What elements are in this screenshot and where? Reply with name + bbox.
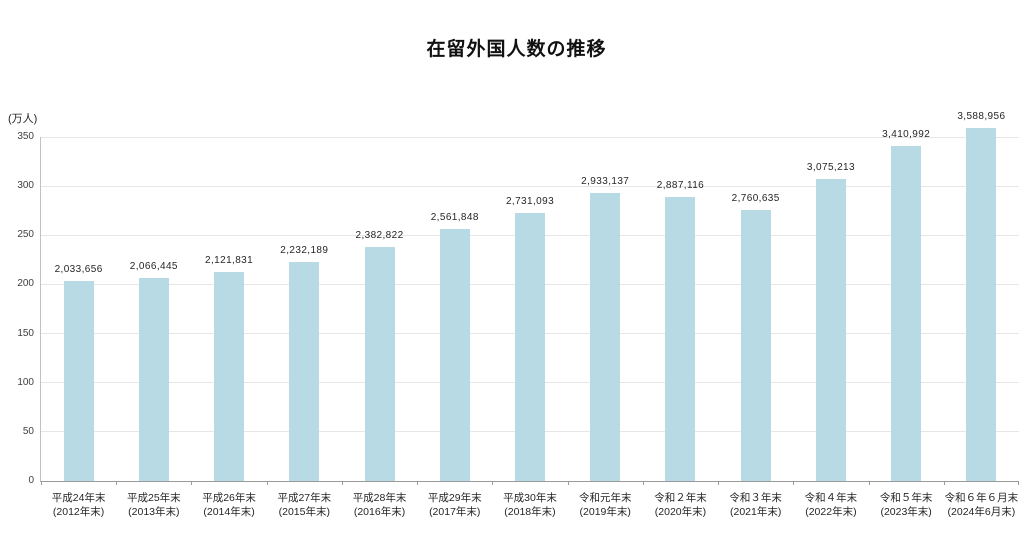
x-axis-category-year: (2020年末) [654,506,707,518]
bar-value-label: 3,588,956 [957,111,1006,123]
x-axis-category-era: 平成26年末 [202,492,256,504]
y-axis-tick-label: 300 [17,180,34,192]
x-axis-tick [718,481,720,485]
x-axis-category-year: (2012年末) [52,506,105,518]
gridline [41,136,1019,138]
bar-value-label: 2,033,656 [54,264,103,276]
x-axis-tick [943,481,945,485]
x-axis-tick [116,481,118,485]
y-axis-tick-label: 50 [22,425,34,437]
bar [740,209,771,481]
x-axis-category-label: 令和３年末 (2021年末) [718,491,793,519]
x-axis-tick [793,481,795,485]
x-axis-category-year: (2024年6月末) [947,506,1016,518]
x-axis-category-label: 平成25年末 (2013年末) [116,491,191,519]
x-axis-tick [417,481,419,485]
gridline [41,185,1019,187]
x-axis-category-label: 令和４年末 (2022年末) [793,491,868,519]
x-axis-tick [642,481,644,485]
x-axis-category-era: 平成27年末 [277,492,332,504]
bar-value-label: 2,232,189 [280,244,329,256]
bar [289,261,320,481]
bar-value-label: 3,075,213 [806,161,855,173]
x-axis-category-label: 平成27年末 (2015年末) [267,491,342,519]
bar-value-label: 2,121,831 [205,255,254,267]
x-axis-category-label: 平成30年末 (2018年末) [492,491,567,519]
x-axis-category-year: (2021年末) [729,506,782,518]
x-axis-tick [868,481,870,485]
y-axis-tick-label: 100 [17,376,34,388]
x-axis-category-era: 令和６年６月末 [944,492,1019,504]
x-axis-category-era: 平成28年末 [352,492,407,504]
x-axis-category-label: 令和２年末 (2020年末) [643,491,718,519]
bar-value-label: 2,382,822 [355,229,404,241]
x-axis-category-label: 平成24年末 (2012年末) [41,491,116,519]
x-axis-category-year: (2014年末) [203,506,255,518]
bar-value-label: 2,066,445 [129,260,178,272]
x-axis-category-year: (2023年末) [880,506,932,518]
chart-title: 在留外国人数の推移 [426,39,607,60]
x-axis-tick [1018,481,1019,485]
x-axis-category-label: 平成29年末 (2017年末) [417,491,492,519]
bar [439,229,470,481]
y-axis-tick-label: 0 [28,475,34,486]
bar [138,277,169,481]
x-axis-category-era: 令和５年末 [879,492,933,504]
bar [63,281,94,481]
x-axis-category-label: 平成26年末 (2014年末) [191,491,266,519]
y-axis-tick-label: 250 [17,229,34,241]
x-axis-category-label: 令和５年末 (2023年末) [869,491,944,519]
x-axis-category-year: (2022年末) [805,506,857,518]
x-axis-tick [191,481,193,485]
bar [891,145,922,481]
bar-value-label: 2,933,137 [581,175,630,187]
x-axis-category-era: 平成30年末 [503,492,557,504]
bar [515,212,545,481]
bar [590,192,621,481]
x-axis-category-year: (2015年末) [278,506,330,518]
x-axis-category-era: 令和４年末 [804,492,858,504]
bar-value-label: 2,760,635 [731,192,780,204]
y-axis-tick-label: 350 [17,131,34,142]
bar-value-label: 2,887,116 [656,180,705,192]
bar [364,246,395,481]
bar-value-label: 2,731,093 [505,195,555,207]
x-axis-category-era: 令和２年末 [654,492,707,504]
x-axis-category-era: 令和３年末 [729,492,782,504]
y-axis-tick-label: 150 [17,327,34,339]
x-axis-category-era: 令和元年末 [578,492,632,504]
plot-area: 0 50 100 150 200 250 300 350 2,033,656 平成24年末 (201… [17,111,1019,518]
x-axis-category-year: (2018年末) [504,506,556,518]
bar-value-label: 3,410,992 [882,128,931,140]
x-axis-category-year: (2013年末) [128,506,180,518]
x-axis-category-era: 平成25年末 [126,492,181,504]
x-axis-category-label: 平成28年末 (2016年末) [342,491,417,519]
x-axis-tick [492,481,494,485]
x-axis-category-label: 令和６年６月末 (2024年6月末) [944,491,1019,519]
x-axis-category-year: (2017年末) [429,506,481,518]
x-axis-category-label: 令和元年末 (2019年末) [568,491,643,519]
bar [966,128,997,481]
bar-value-label: 2,561,848 [430,212,479,224]
x-axis-category-year: (2016年末) [353,506,406,518]
bar [214,272,245,481]
x-axis-category-year: (2019年末) [579,506,631,518]
x-axis-tick [341,481,343,485]
y-axis-unit-label: (万人) [8,113,38,125]
bar [815,178,846,481]
y-axis-tick-label: 200 [17,278,34,290]
bar [665,197,696,481]
x-axis-tick [41,481,42,485]
x-axis-category-era: 平成29年末 [427,492,482,504]
x-axis-tick [567,481,569,485]
x-axis-tick [266,481,268,485]
x-axis-category-era: 平成24年末 [51,492,106,504]
